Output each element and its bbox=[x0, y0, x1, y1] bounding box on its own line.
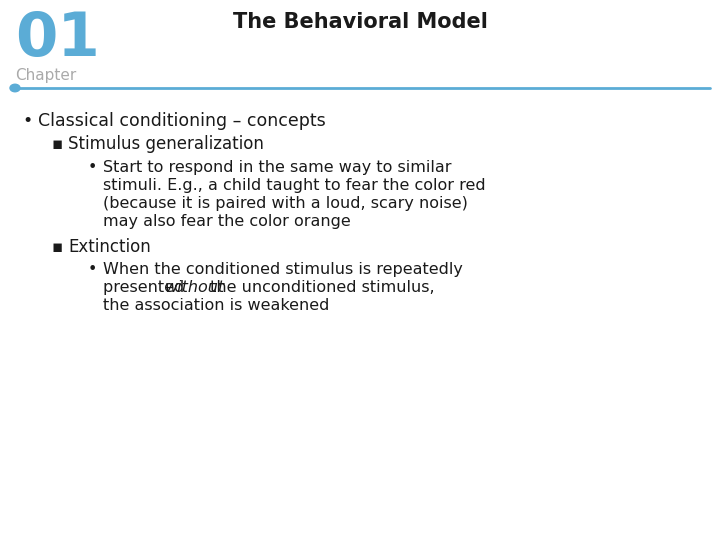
Text: ▪: ▪ bbox=[52, 135, 63, 153]
Text: stimuli. E.g., a child taught to fear the color red: stimuli. E.g., a child taught to fear th… bbox=[103, 178, 485, 193]
Text: ▪: ▪ bbox=[52, 238, 63, 256]
Text: the association is weakened: the association is weakened bbox=[103, 298, 329, 313]
Text: Classical conditioning – concepts: Classical conditioning – concepts bbox=[38, 112, 325, 130]
Text: Start to respond in the same way to similar: Start to respond in the same way to simi… bbox=[103, 160, 451, 175]
Text: (because it is paired with a loud, scary noise): (because it is paired with a loud, scary… bbox=[103, 196, 468, 211]
Text: Stimulus generalization: Stimulus generalization bbox=[68, 135, 264, 153]
Text: Chapter: Chapter bbox=[15, 68, 76, 83]
Text: •: • bbox=[22, 112, 32, 130]
Text: 01: 01 bbox=[15, 10, 100, 69]
Text: •: • bbox=[88, 262, 97, 277]
Text: without: without bbox=[165, 280, 225, 295]
Text: presented: presented bbox=[103, 280, 189, 295]
Text: •: • bbox=[88, 160, 97, 175]
Circle shape bbox=[10, 84, 20, 92]
Text: When the conditioned stimulus is repeatedly: When the conditioned stimulus is repeate… bbox=[103, 262, 463, 277]
Text: may also fear the color orange: may also fear the color orange bbox=[103, 214, 351, 229]
Text: the unconditioned stimulus,: the unconditioned stimulus, bbox=[205, 280, 435, 295]
Text: Extinction: Extinction bbox=[68, 238, 150, 256]
Text: The Behavioral Model: The Behavioral Model bbox=[233, 12, 487, 32]
